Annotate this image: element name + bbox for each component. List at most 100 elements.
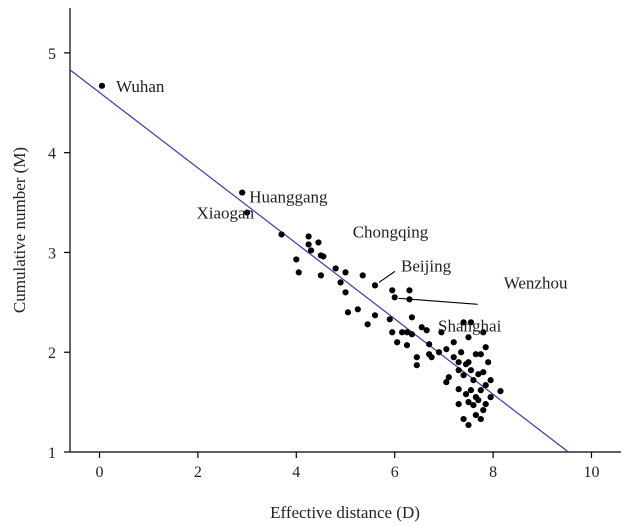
data-point [98,82,106,89]
data-point [482,401,489,408]
data-point [450,354,457,361]
data-point [472,351,479,358]
data-point [455,359,462,366]
data-point [482,382,489,389]
annotation-label: Wenzhou [504,273,568,292]
y-axis-title: Cumulative number (M) [10,147,29,313]
data-point [475,397,482,404]
x-tick-label: 4 [292,464,300,481]
data-point [497,388,504,395]
data-point [470,402,477,409]
data-point [465,421,472,429]
data-point [239,189,246,196]
annotation-label: Chongqing [353,222,429,241]
data-point [389,287,396,294]
data-point [344,309,352,316]
data-point [278,231,285,238]
data-point [450,339,457,346]
data-point [455,367,462,374]
data-point [438,329,445,336]
data-point [428,354,435,361]
data-point [458,349,465,356]
data-point [364,321,371,328]
data-point [389,329,396,336]
data-point [470,377,477,384]
annotation-label: Beijing [401,256,452,275]
data-point [354,306,361,313]
data-point [293,256,300,263]
y-tick-label: 5 [48,46,56,63]
y-tick-label: 2 [48,345,56,362]
data-point [342,269,349,276]
data-point [472,411,479,419]
data-point [460,415,467,423]
data-point [307,247,315,254]
data-point [359,272,366,279]
data-point [482,344,489,351]
x-axis-ticks: 0 2 4 6 8 10 [96,452,599,481]
annotation-label: Huanggang [249,188,328,207]
data-point [460,319,467,326]
annotation-label: Shanghai [438,316,502,335]
annotation-label: Wuhan [116,77,165,96]
data-point [480,329,487,336]
data-point [342,289,349,296]
x-tick-label: 0 [96,464,104,481]
data-point [467,319,475,326]
data-point [315,239,322,246]
data-point [320,253,327,260]
y-tick-label: 1 [48,445,56,462]
data-point [371,282,379,289]
data-point [391,294,398,301]
annotation-leader-line [378,270,396,283]
data-point [305,241,312,248]
data-point [477,387,484,394]
data-point [332,265,339,272]
data-point [408,314,416,321]
data-point [485,359,492,366]
data-point [443,346,450,353]
regression-line [69,69,569,453]
data-point [460,372,467,379]
data-point [477,415,484,423]
data-point [403,329,411,336]
data-point [413,354,420,361]
y-axis-ticks: 1 2 3 4 5 [48,46,70,462]
x-tick-label: 6 [391,464,399,481]
data-point [443,379,450,386]
data-point [455,401,462,408]
data-point [386,316,393,323]
data-point [480,406,487,414]
data-point [423,327,430,334]
x-tick-label: 10 [583,464,599,481]
data-point [462,391,470,398]
data-point [487,377,494,384]
x-tick-label: 2 [194,464,202,481]
data-point [426,341,433,348]
data-point [398,329,406,336]
data-point [305,233,312,240]
data-point [403,342,411,349]
x-tick-label: 8 [489,464,497,481]
data-point [408,331,416,338]
data-point [455,386,462,393]
data-point [371,312,379,319]
data-point [317,272,325,279]
fit-line-group [69,69,569,453]
data-point [295,269,302,276]
data-point [477,351,484,358]
data-point [244,209,251,216]
data-point [337,279,344,286]
data-point [413,362,420,369]
data-point [475,371,482,378]
data-point [406,287,413,294]
x-axis-title: Effective distance (D) [270,503,420,522]
data-point [480,369,487,376]
data-point [467,387,475,394]
y-tick-label: 3 [48,245,56,262]
data-point [467,367,475,374]
data-point [445,374,452,381]
plot-frame [69,8,621,453]
